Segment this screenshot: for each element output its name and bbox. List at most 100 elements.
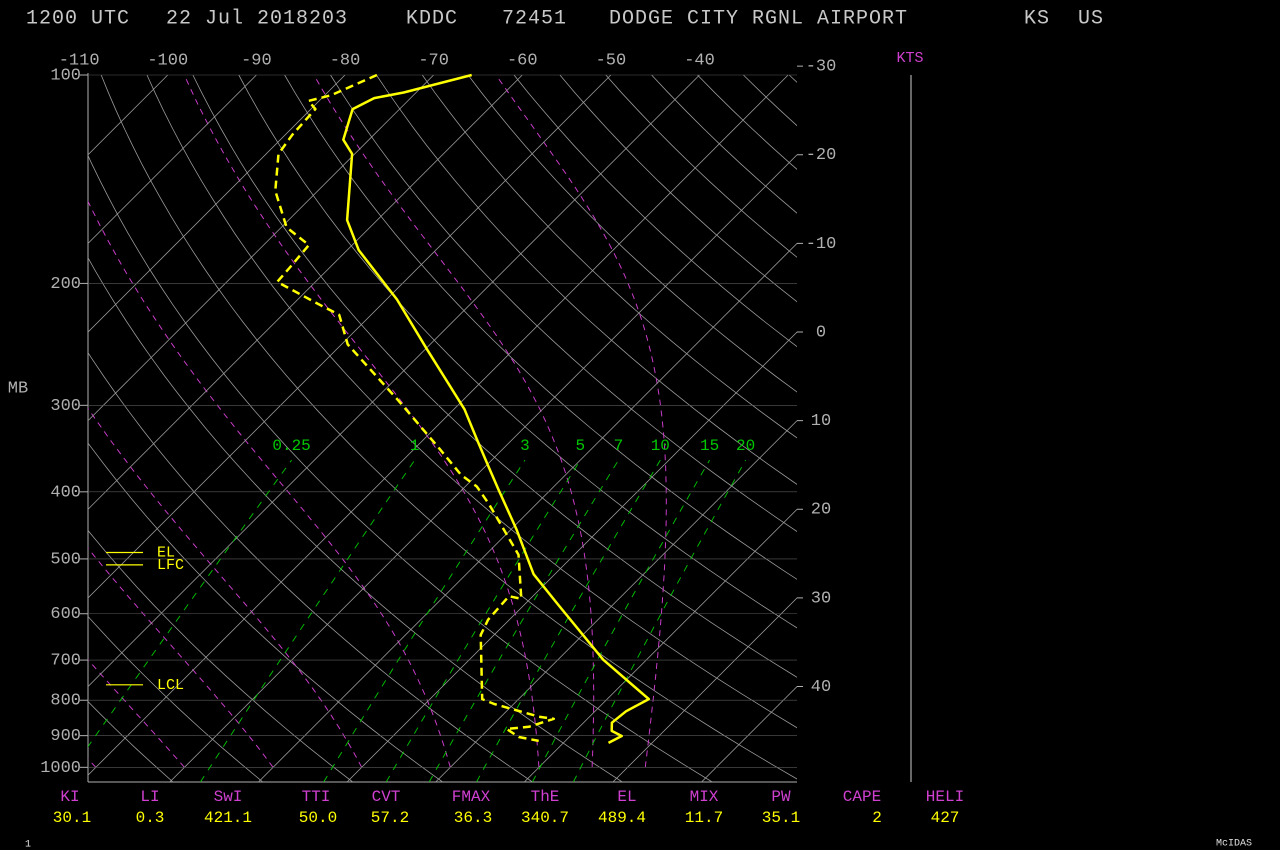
moist-adiabat — [313, 74, 595, 768]
mixing-ratio-label: 10 — [651, 437, 670, 455]
isotherm — [523, 508, 797, 782]
dry-adiabat — [513, 74, 797, 348]
index-name: CVT — [372, 788, 401, 806]
mixing-ratio-label: 15 — [700, 437, 719, 455]
isotherm — [88, 74, 346, 333]
dry-adiabat — [88, 154, 713, 782]
x-tick-label: -110 — [59, 51, 100, 70]
dry-adiabat — [88, 615, 264, 782]
right-tick-label: 0 — [816, 323, 826, 342]
y-tick-label: 500 — [50, 550, 81, 569]
right-tick-label: 20 — [811, 501, 831, 520]
index-value: 36.3 — [454, 809, 492, 827]
header-station: KDDC — [406, 7, 458, 30]
index-value: 50.0 — [299, 809, 337, 827]
isotherm — [88, 74, 523, 510]
moist-adiabat — [495, 74, 667, 768]
level-label: LCL — [157, 677, 184, 694]
x-tick-label: -70 — [418, 51, 449, 70]
moist-adiabat — [183, 74, 540, 768]
dry-adiabat — [88, 351, 533, 782]
index-name: SwI — [214, 788, 243, 806]
dry-adiabat — [284, 74, 797, 580]
index-value: 489.4 — [598, 809, 646, 827]
index-value: 35.1 — [762, 809, 800, 827]
right-tick-label: 10 — [811, 412, 831, 431]
mixing-ratio-line — [323, 459, 526, 782]
moist-adiabat — [88, 547, 274, 768]
dry-adiabat — [238, 74, 797, 629]
index-name: ThE — [531, 788, 560, 806]
isotherm — [88, 74, 434, 422]
mixing-ratio-line — [88, 459, 292, 748]
isotherm — [435, 420, 797, 782]
right-tick-label: -10 — [806, 235, 837, 254]
x-tick-label: -100 — [147, 51, 188, 70]
mixing-ratio-line — [385, 459, 581, 782]
plot-area — [88, 73, 797, 782]
y-tick-label: 800 — [50, 692, 81, 711]
isotherm — [88, 74, 789, 776]
isotherm — [88, 74, 612, 599]
index-value: 427 — [931, 809, 960, 827]
index-name: FMAX — [452, 788, 491, 806]
index-value: 2 — [872, 809, 882, 827]
index-name: KI — [60, 788, 79, 806]
mixing-ratio-line — [428, 459, 619, 782]
isotherm — [346, 331, 797, 782]
dry-adiabat — [100, 74, 797, 780]
y-tick-label: 1000 — [40, 759, 81, 778]
y-tick-label: 900 — [50, 727, 81, 746]
header-name: DODGE CITY RGNL AIRPORT — [609, 7, 908, 30]
index-name: HELI — [926, 788, 964, 806]
dewpoint-profile — [274, 73, 556, 743]
dry-adiabat — [88, 442, 443, 782]
dry-adiabat — [376, 74, 797, 485]
y-tick-label: 700 — [50, 652, 81, 671]
mixing-ratio-line — [532, 459, 710, 782]
right-tick-label: 30 — [811, 589, 831, 608]
dry-adiabat — [146, 74, 797, 729]
header-date: 22 Jul 2018203 — [166, 7, 348, 30]
temperature-profile — [342, 73, 651, 745]
index-name: TTI — [302, 788, 331, 806]
header-state: KS — [1024, 7, 1050, 30]
index-name: PW — [771, 788, 791, 806]
index-value: 30.1 — [53, 809, 91, 827]
y-tick-label: 200 — [50, 275, 81, 294]
mixing-ratio-label: 3 — [520, 437, 530, 455]
isotherm — [88, 74, 257, 244]
y-tick-label: 600 — [50, 605, 81, 624]
index-value: 11.7 — [685, 809, 723, 827]
dry-adiabat — [330, 74, 797, 532]
y-tick-label: 400 — [50, 483, 81, 502]
header-country: US — [1078, 7, 1104, 30]
index-value: 421.1 — [204, 809, 252, 827]
x-tick-label: -80 — [330, 51, 361, 70]
dry-adiabat — [88, 256, 623, 782]
dry-adiabat — [421, 74, 797, 439]
isotherm — [612, 597, 797, 782]
index-name: CAPE — [843, 788, 881, 806]
right-tick-label: 40 — [811, 678, 831, 697]
mixing-ratio-label: 20 — [736, 437, 755, 455]
index-value: 340.7 — [521, 809, 569, 827]
index-name: EL — [617, 788, 636, 806]
x-tick-label: -50 — [596, 51, 627, 70]
index-name: MIX — [690, 788, 719, 806]
dry-adiabat — [651, 74, 797, 214]
mixing-ratio-label: 1 — [410, 437, 420, 455]
level-label: LFC — [157, 557, 184, 574]
right-tick-label: -30 — [806, 58, 837, 77]
dry-adiabat — [192, 74, 797, 678]
y-tick-label: 300 — [50, 397, 81, 416]
x-tick-label: -60 — [507, 51, 538, 70]
x-tick-label: -40 — [684, 51, 715, 70]
mixing-ratio-label: 7 — [614, 437, 624, 455]
mixing-ratio-label: 5 — [576, 437, 586, 455]
index-name: LI — [140, 788, 159, 806]
isotherm — [258, 242, 797, 782]
brand: McIDAS — [1216, 839, 1252, 850]
